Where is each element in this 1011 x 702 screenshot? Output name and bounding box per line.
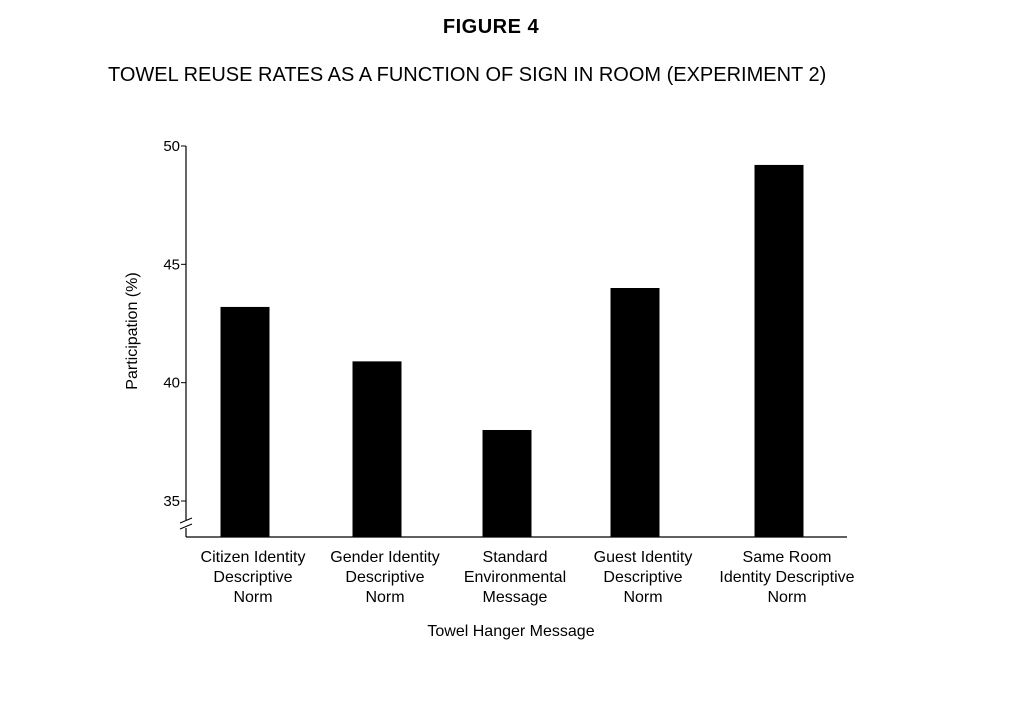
x-tick-label: Standard Environmental Message (440, 548, 590, 608)
x-tick-label-line: Descriptive (345, 569, 425, 586)
x-tick-label-line: Norm (623, 589, 663, 606)
axis-break-mark (179, 523, 193, 530)
x-tick-label-line: Same Room (742, 549, 832, 566)
bar (220, 306, 270, 537)
y-tick-label: 50 (163, 138, 180, 155)
bar (610, 288, 660, 537)
axis-break-mark (179, 517, 193, 524)
y-tick-label: 45 (163, 256, 180, 273)
x-tick-label-line: Norm (233, 589, 273, 606)
x-tick-label-line: Standard (482, 549, 548, 566)
figure-label: FIGURE 4 (442, 16, 540, 38)
x-tick-label-line: Guest Identity (593, 549, 693, 566)
x-tick-label: Citizen Identity Descriptive Norm (178, 548, 328, 608)
x-tick-label-line: Descriptive (603, 569, 683, 586)
bar (352, 361, 402, 537)
x-tick-label-line: Environmental (463, 569, 567, 586)
bar (482, 430, 532, 537)
x-tick-label-line: Gender Identity (330, 549, 440, 566)
chart-title: TOWEL REUSE RATES AS A FUNCTION OF SIGN … (108, 64, 827, 86)
y-tick-label: 40 (163, 375, 180, 392)
x-tick-label-line: Message (482, 589, 548, 606)
x-tick-label: Guest Identity Descriptive Norm (568, 548, 718, 608)
x-tick-label-line: Descriptive (213, 569, 293, 586)
x-tick-label-line: Identity Descriptive (719, 569, 855, 586)
x-axis-label: Towel Hanger Message (427, 623, 595, 640)
y-tick-label: 35 (163, 493, 180, 510)
x-tick-label: Gender Identity Descriptive Norm (310, 548, 460, 608)
x-tick-label-line: Norm (767, 589, 807, 606)
bar (754, 164, 804, 537)
x-tick-label-line: Citizen Identity (200, 549, 306, 566)
x-tick-label: Same Room Identity Descriptive Norm (712, 548, 862, 608)
x-tick-label-line: Norm (365, 589, 405, 606)
